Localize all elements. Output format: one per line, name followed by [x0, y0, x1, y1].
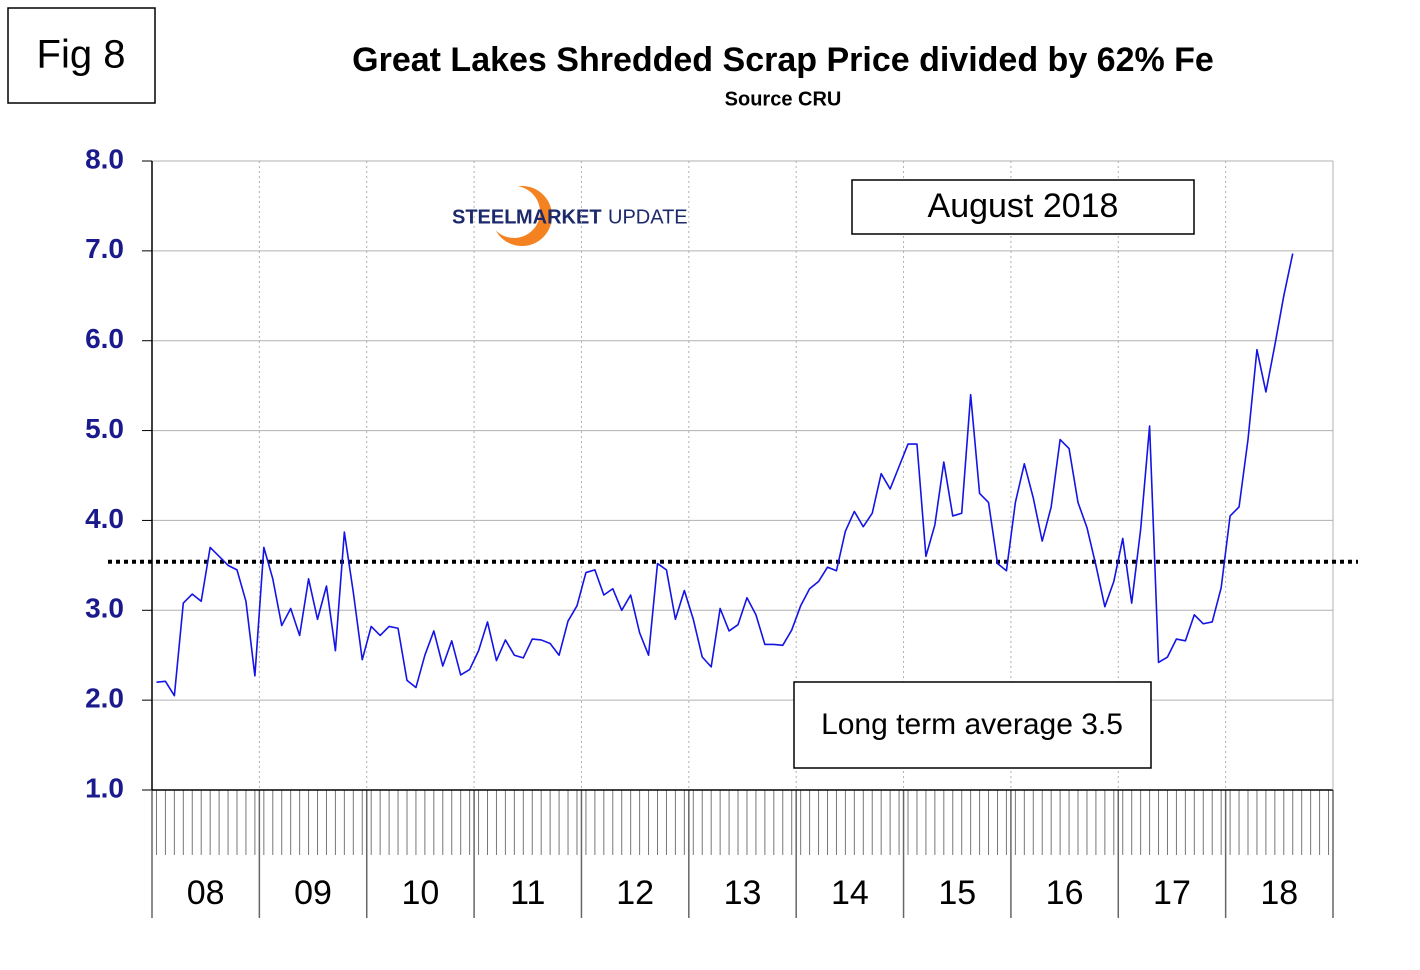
- x-tick-label: 17: [1153, 874, 1191, 912]
- annotation: August 2018: [928, 187, 1119, 225]
- x-tick-label: 13: [724, 874, 762, 912]
- logo-text: MARKET: [516, 206, 602, 228]
- logo: STEEL MARKET UPDATE: [452, 186, 688, 246]
- x-tick-label: 11: [510, 874, 545, 912]
- logo-text: UPDATE: [608, 206, 688, 228]
- x-tick-label: 14: [831, 874, 869, 912]
- logo-mark: [488, 186, 540, 238]
- y-tick-label: 1.0: [85, 772, 124, 803]
- y-tick-label: 8.0: [85, 143, 124, 174]
- y-tick-label: 5.0: [85, 413, 124, 444]
- x-tick-label: 18: [1260, 874, 1298, 912]
- y-tick-label: 3.0: [85, 593, 124, 624]
- x-tick-label: 10: [401, 874, 439, 912]
- x-tick-label: 09: [294, 874, 332, 912]
- data-line: [156, 253, 1294, 697]
- y-tick-label: 4.0: [85, 503, 124, 534]
- annotation: Long term average 3.5: [821, 708, 1123, 741]
- x-tick-label: 12: [616, 874, 654, 912]
- logo-text: STEEL: [452, 206, 516, 228]
- fig-box: [7, 7, 156, 104]
- chart-title: Great Lakes Shredded Scrap Price divided…: [352, 41, 1214, 79]
- y-tick-label: 7.0: [85, 233, 124, 264]
- chart-subtitle: Source CRU: [725, 88, 842, 110]
- x-tick-label: 15: [938, 874, 976, 912]
- y-tick-label: 2.0: [85, 683, 124, 714]
- annotation-box: [851, 179, 1195, 235]
- fig-label: Fig 8: [37, 33, 126, 77]
- annotation-box: [793, 681, 1152, 769]
- x-tick-label: 08: [187, 874, 225, 912]
- y-tick-label: 6.0: [85, 323, 124, 354]
- x-tick-label: 16: [1046, 874, 1084, 912]
